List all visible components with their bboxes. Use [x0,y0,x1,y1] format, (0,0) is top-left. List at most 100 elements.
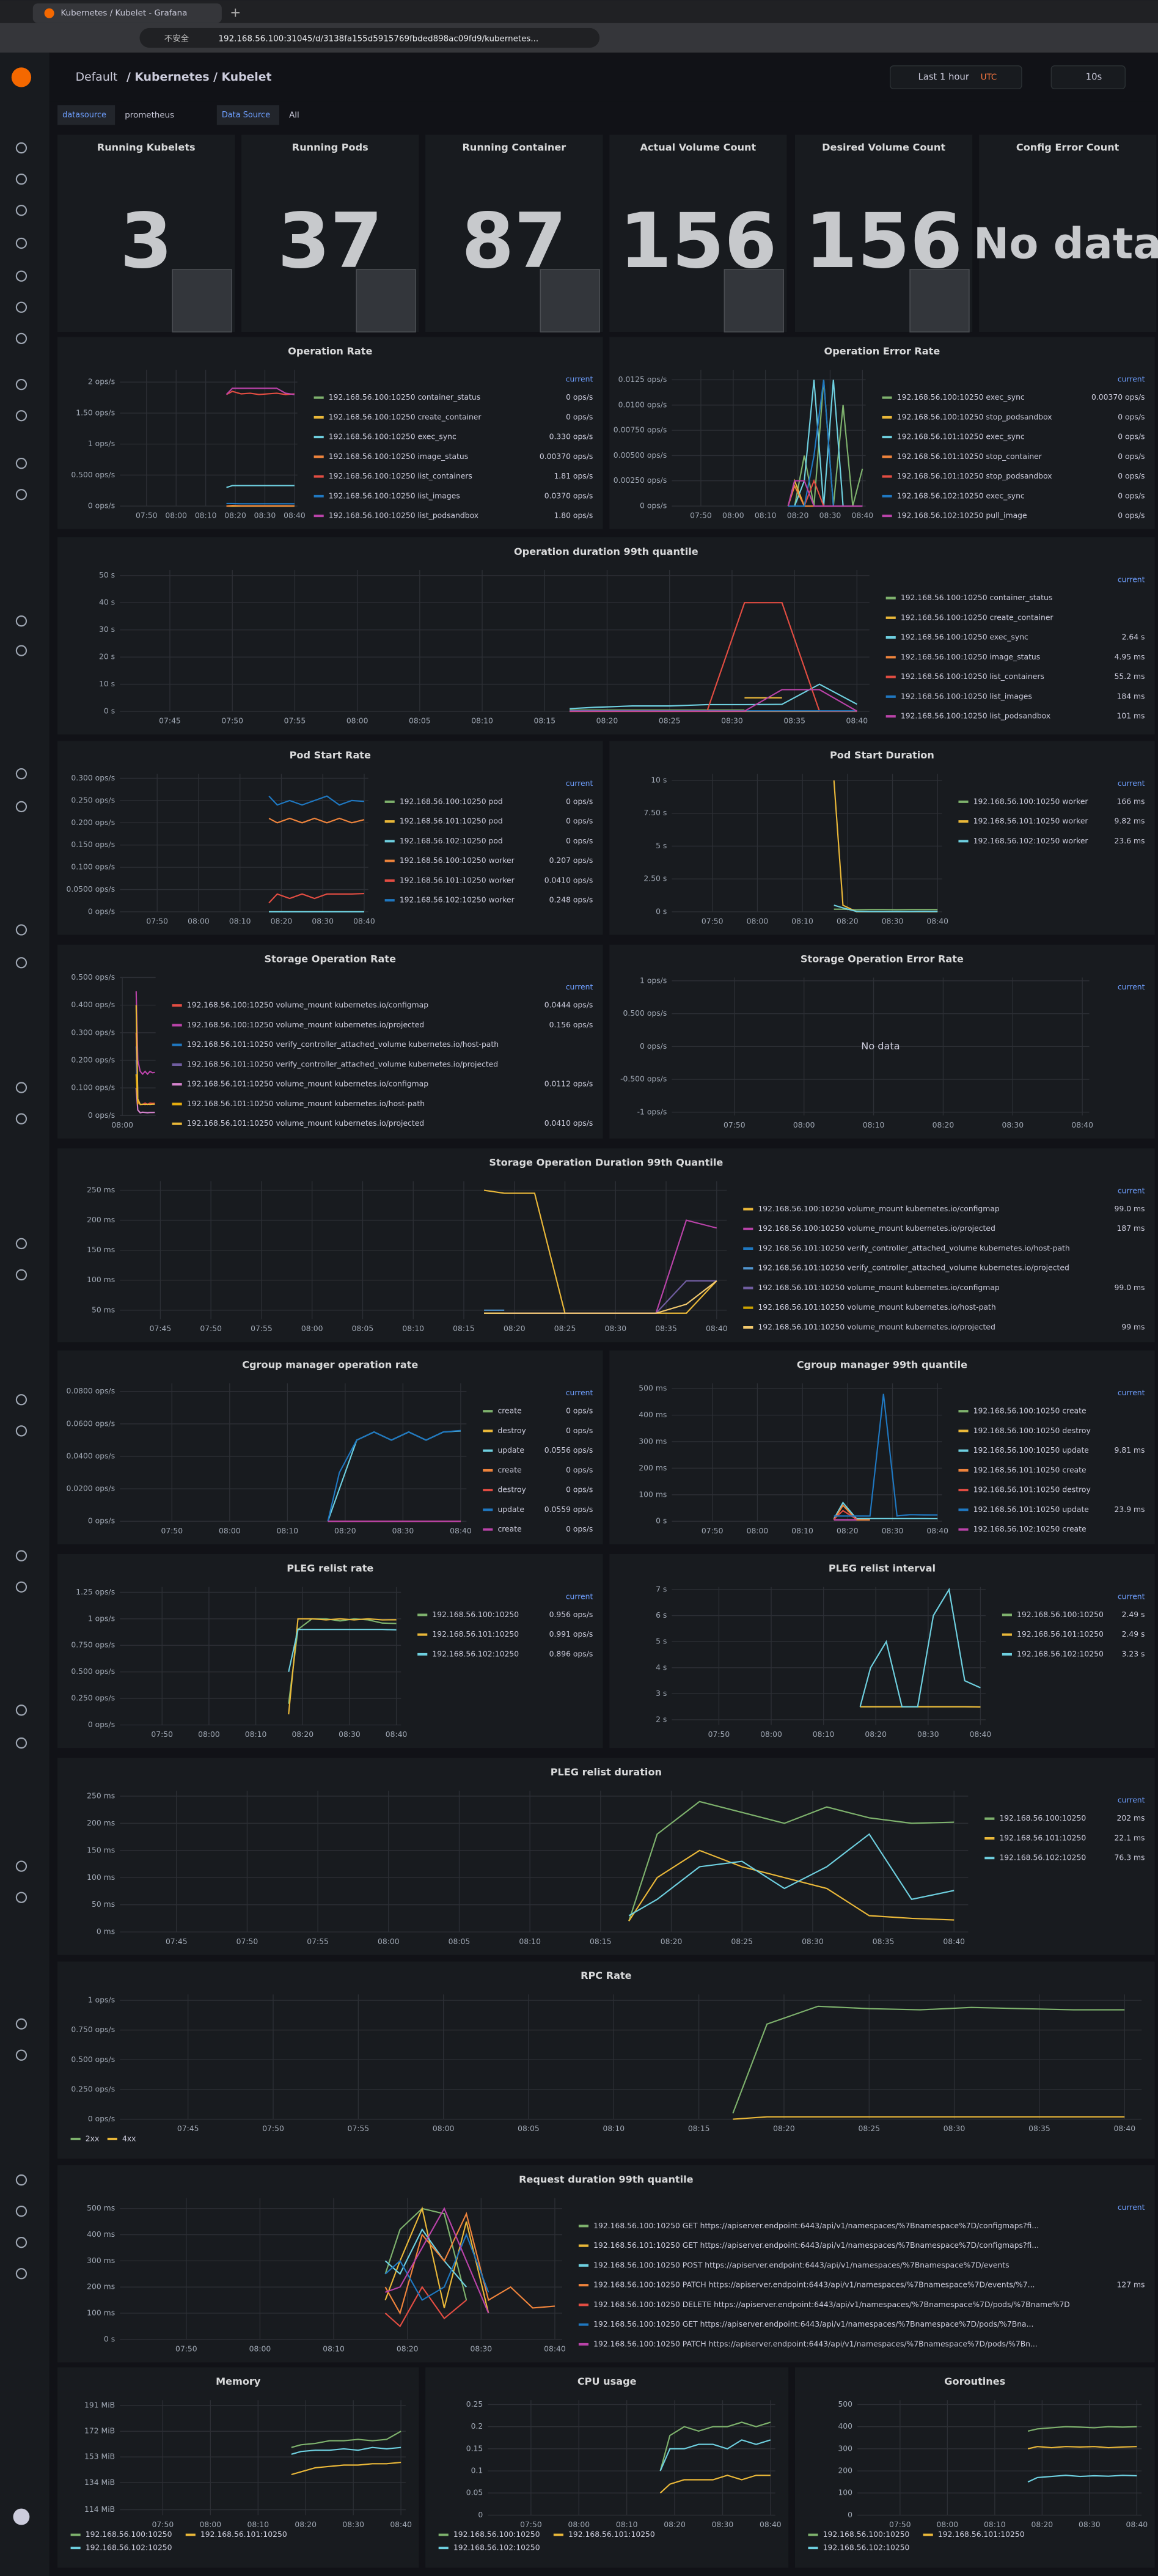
sidebar-icon[interactable] [15,1892,27,1903]
legend-label[interactable]: 192.168.56.100:10250 volume_mount kubern… [758,1205,999,1213]
legend-label[interactable]: 192.168.56.100:10250 list_podsandbox [901,712,1050,721]
legend-label[interactable]: 192.168.56.101:10250 GET https://apiserv… [593,2241,1039,2250]
sidebar-icon[interactable] [15,924,27,936]
breadcrumb-folder[interactable]: Default [76,71,118,84]
sidebar-icon[interactable] [15,173,27,185]
legend-label[interactable]: 192.168.56.100:10250 [453,2530,540,2539]
legend-label[interactable]: 192.168.56.100:10250 DELETE https://apis… [593,2300,1070,2309]
legend-label[interactable]: 192.168.56.100:10250 create_container [329,413,482,421]
legend-label[interactable]: 192.168.56.101:10250 [999,1833,1086,1842]
legend-label[interactable]: 192.168.56.100:10250 list_containers [329,472,472,480]
legend-label[interactable]: 192.168.56.101:10250 [938,2530,1025,2539]
legend-label[interactable]: 192.168.56.100:10250 GET https://apiserv… [593,2320,1033,2328]
legend-label[interactable]: 192.168.56.101:10250 verify_controller_a… [187,1040,499,1049]
legend-label[interactable]: 192.168.56.101:10250 volume_mount kubern… [758,1323,995,1332]
sidebar-icon[interactable] [15,2174,27,2186]
sidebar-icon[interactable] [15,489,27,501]
legend-label[interactable]: 192.168.56.101:10250 stop_container [897,452,1043,461]
legend-label[interactable]: 192.168.56.101:10250 update [973,1505,1089,1514]
legend-label[interactable]: 4xx [122,2134,136,2143]
legend-label[interactable]: 2xx [86,2134,100,2143]
legend-label[interactable]: 192.168.56.100:10250 [823,2530,910,2539]
legend-label[interactable]: create [497,1525,521,1533]
legend-label[interactable]: destroy [497,1426,526,1435]
sidebar-icon[interactable] [15,1113,27,1125]
legend-label[interactable]: 192.168.56.100:10250 [999,1814,1086,1822]
legend-label[interactable]: 192.168.56.101:10250 verify_controller_a… [758,1244,1069,1252]
user-avatar[interactable] [13,2508,30,2525]
legend-label[interactable]: 192.168.56.101:10250 volume_mount kubern… [187,1080,428,1088]
legend-label[interactable]: 192.168.56.100:10250 list_images [901,692,1032,700]
sidebar-icon[interactable] [15,237,27,249]
legend-label[interactable]: 192.168.56.101:10250 exec_sync [897,433,1025,441]
legend-label[interactable]: update [497,1505,524,1514]
sidebar-icon[interactable] [15,2018,27,2030]
legend-label[interactable]: 192.168.56.100:10250 list_containers [901,672,1044,681]
legend-label[interactable]: 192.168.56.100:10250 PATCH https://apise… [593,2281,1035,2289]
time-picker[interactable] [890,65,1022,89]
legend-label[interactable]: 192.168.56.102:10250 [453,2544,540,2552]
sidebar-icon[interactable] [15,1737,27,1749]
sidebar-icon[interactable] [15,801,27,813]
legend-label[interactable]: 192.168.56.101:10250 [432,1630,519,1638]
legend-label[interactable]: 192.168.56.100:10250 update [973,1446,1089,1455]
legend-label[interactable]: destroy [497,1486,526,1494]
legend-label[interactable]: 192.168.56.102:10250 pull_image [897,512,1027,520]
tab[interactable] [32,3,222,23]
legend-label[interactable]: 192.168.56.100:10250 [86,2530,172,2539]
legend-label[interactable]: 192.168.56.102:10250 [1017,1649,1104,1658]
sidebar-icon[interactable] [15,615,27,627]
legend-label[interactable]: create [497,1407,521,1415]
url-box[interactable] [139,28,600,48]
new-tab[interactable]: + [230,6,241,21]
legend-label[interactable]: 192.168.56.101:10250 [200,2530,287,2539]
sidebar-icon[interactable] [15,1269,27,1281]
sidebar-icon[interactable] [15,142,27,154]
legend-label[interactable]: 192.168.56.101:10250 verify_controller_a… [187,1060,498,1068]
sidebar-icon[interactable] [15,2205,27,2217]
legend-label[interactable]: 192.168.56.100:10250 stop_podsandbox [897,413,1052,421]
legend-label[interactable]: 192.168.56.100:10250 exec_sync [329,433,456,441]
sidebar-icon[interactable] [15,270,27,282]
legend-label[interactable]: 192.168.56.101:10250 [568,2530,655,2539]
breadcrumb-dashboard[interactable]: / Kubernetes / Kubelet [126,71,272,84]
legend-label[interactable]: 192.168.56.100:10250 volume_mount kubern… [758,1224,995,1233]
legend-label[interactable]: 192.168.56.102:10250 exec_sync [897,491,1025,500]
legend-label[interactable]: 192.168.56.101:10250 volume_mount kubern… [187,1119,424,1128]
legend-label[interactable]: 192.168.56.100:10250 list_images [329,491,460,500]
legend-label[interactable]: 192.168.56.101:10250 worker [973,817,1089,826]
sidebar-icon[interactable] [15,301,27,313]
legend-label[interactable]: 192.168.56.100:10250 POST https://apiser… [593,2261,1009,2269]
sidebar-icon[interactable] [15,410,27,422]
legend-label[interactable]: 192.168.56.100:10250 image_status [901,653,1040,661]
legend-label[interactable]: 192.168.56.100:10250 [1017,1610,1104,1619]
refresh-picker[interactable] [1050,65,1126,89]
legend-label[interactable]: 192.168.56.100:10250 image_status [329,452,468,461]
legend-label[interactable]: 192.168.56.100:10250 worker [973,797,1089,805]
legend-label[interactable]: 192.168.56.100:10250 PATCH https://apise… [593,2339,1038,2348]
sidebar-icon[interactable] [15,645,27,656]
legend-label[interactable]: 192.168.56.100:10250 volume_mount kubern… [187,1021,424,1029]
legend-label[interactable]: 192.168.56.100:10250 pod [400,797,503,805]
legend-label[interactable]: 192.168.56.102:10250 [823,2544,910,2552]
legend-label[interactable]: 192.168.56.102:10250 [86,2544,172,2552]
legend-label[interactable]: 192.168.56.100:10250 container_status [329,393,480,402]
legend-label[interactable]: 192.168.56.101:10250 volume_mount kubern… [758,1303,995,1312]
legend-label[interactable]: 192.168.56.100:10250 exec_sync [897,393,1025,402]
legend-label[interactable]: 192.168.56.102:10250 worker [400,896,515,905]
variable-value[interactable]: All [289,111,299,120]
legend-label[interactable]: 192.168.56.101:10250 volume_mount kubern… [187,1099,425,1108]
sidebar-icon[interactable] [15,332,27,345]
sidebar-icon[interactable] [15,2237,27,2248]
legend-label[interactable]: 192.168.56.102:10250 [432,1649,519,1658]
sidebar-icon[interactable] [15,378,27,391]
sidebar-icon[interactable] [15,1860,27,1872]
legend-label[interactable]: 192.168.56.100:10250 list_podsandbox [329,512,478,520]
legend-label[interactable]: 192.168.56.101:10250 [1017,1630,1104,1638]
sidebar-icon[interactable] [15,2049,27,2061]
legend-label[interactable]: 192.168.56.102:10250 pod [400,837,503,845]
sidebar-icon[interactable] [15,458,27,469]
legend-label[interactable]: 192.168.56.100:10250 container_status [901,593,1052,602]
legend-label[interactable]: 192.168.56.100:10250 GET https://apiserv… [593,2222,1039,2230]
sidebar-icon[interactable] [15,1394,27,1406]
